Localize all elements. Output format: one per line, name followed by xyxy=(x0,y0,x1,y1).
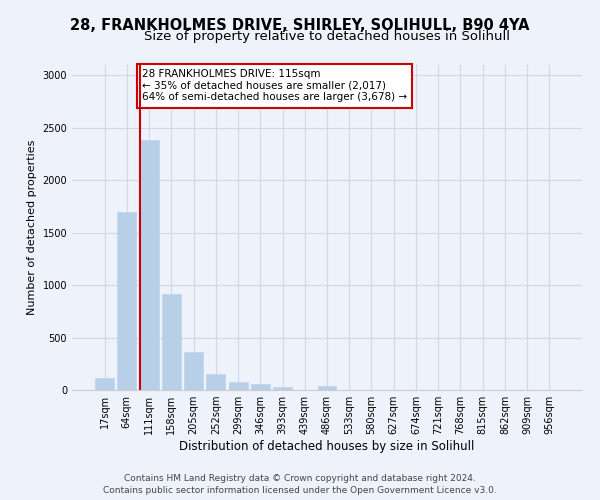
Text: 28, FRANKHOLMES DRIVE, SHIRLEY, SOLIHULL, B90 4YA: 28, FRANKHOLMES DRIVE, SHIRLEY, SOLIHULL… xyxy=(70,18,530,32)
Bar xyxy=(317,386,337,390)
Bar xyxy=(229,382,248,390)
Bar xyxy=(162,294,181,390)
Text: 28 FRANKHOLMES DRIVE: 115sqm
← 35% of detached houses are smaller (2,017)
64% of: 28 FRANKHOLMES DRIVE: 115sqm ← 35% of de… xyxy=(142,69,407,102)
Bar xyxy=(184,352,203,390)
Bar xyxy=(273,387,292,390)
Bar xyxy=(251,384,270,390)
Bar xyxy=(206,374,225,390)
Bar xyxy=(140,140,158,390)
Bar xyxy=(95,378,114,390)
Bar xyxy=(118,212,136,390)
X-axis label: Distribution of detached houses by size in Solihull: Distribution of detached houses by size … xyxy=(179,440,475,453)
Text: Contains HM Land Registry data © Crown copyright and database right 2024.
Contai: Contains HM Land Registry data © Crown c… xyxy=(103,474,497,495)
Title: Size of property relative to detached houses in Solihull: Size of property relative to detached ho… xyxy=(144,30,510,43)
Y-axis label: Number of detached properties: Number of detached properties xyxy=(27,140,37,315)
